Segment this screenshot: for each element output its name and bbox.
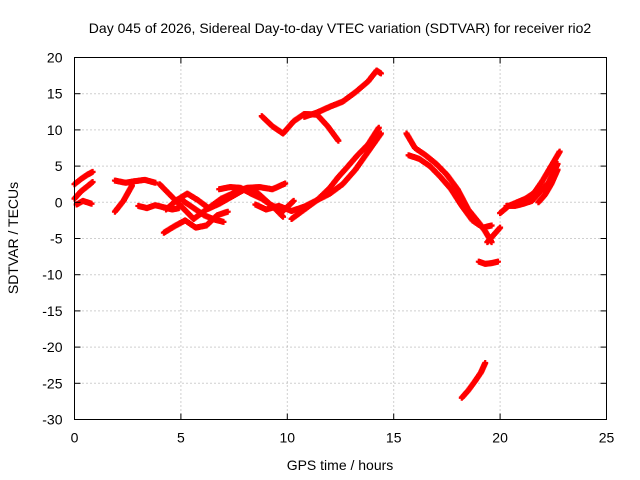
y-tick-label: 0 xyxy=(55,194,63,210)
x-axis-label: GPS time / hours xyxy=(287,457,394,473)
x-tick-label: 5 xyxy=(177,430,185,446)
grid-lines xyxy=(74,57,607,420)
y-tick-label: -25 xyxy=(42,375,62,391)
data-point-marker xyxy=(554,160,561,167)
data-point-marker xyxy=(488,222,495,229)
data-series-s4 xyxy=(111,176,159,186)
data-series-s13 xyxy=(288,124,382,222)
y-tick-label: 5 xyxy=(55,158,63,174)
data-series-s12 xyxy=(252,130,384,214)
y-tick-label: -10 xyxy=(42,267,62,283)
data-point-marker xyxy=(89,168,96,175)
data-series-s23 xyxy=(535,166,561,206)
y-tick-label: -20 xyxy=(42,339,62,355)
data-point-marker xyxy=(88,200,95,207)
data-series-s1 xyxy=(71,168,96,188)
y-tick-label: 10 xyxy=(47,122,63,138)
data-point-marker xyxy=(494,258,501,265)
data-point-marker xyxy=(377,130,384,137)
data-point-marker xyxy=(224,208,231,215)
data-series-s20 xyxy=(458,360,489,401)
axis-ticks xyxy=(74,57,607,420)
x-tick-label: 25 xyxy=(599,430,615,446)
data-series-s19 xyxy=(484,224,504,246)
y-tick-label: 20 xyxy=(47,50,63,66)
data-point-marker xyxy=(282,180,289,187)
data-point-marker xyxy=(497,224,504,231)
data-point-marker xyxy=(482,360,489,367)
chart-title: Day 045 of 2026, Sidereal Day-to-day VTE… xyxy=(89,20,592,36)
data-point-marker xyxy=(220,218,227,225)
data-point-marker xyxy=(556,148,563,155)
data-point-marker xyxy=(280,213,287,220)
data-point-marker xyxy=(335,137,342,144)
data-point-marker xyxy=(554,166,561,173)
x-tick-label: 10 xyxy=(280,430,296,446)
data-series-s10 xyxy=(180,197,227,225)
data-series-s18 xyxy=(475,258,501,267)
y-tick-label: -15 xyxy=(42,303,62,319)
data-point-marker xyxy=(128,182,135,189)
y-tick-label: -5 xyxy=(50,231,63,247)
data-series-s5 xyxy=(111,182,135,215)
data-point-marker xyxy=(89,179,96,186)
y-tick-label: -30 xyxy=(42,412,62,428)
data-points xyxy=(71,67,563,401)
tick-labels: 0 5 10 15 20 25 -30 -25 -20 -15 -10 -5 0 5 10 15 20 xyxy=(42,50,614,446)
data-series-s2 xyxy=(71,179,96,202)
data-point-marker xyxy=(377,70,384,77)
y-tick-label: 15 xyxy=(47,86,63,102)
data-series-s15 xyxy=(301,67,384,120)
x-tick-label: 15 xyxy=(386,430,402,446)
data-point-marker xyxy=(290,197,297,204)
x-tick-label: 0 xyxy=(71,430,79,446)
data-series-s17 xyxy=(405,152,495,231)
x-tick-label: 20 xyxy=(492,430,508,446)
y-axis-label: SDTVAR / TECUs xyxy=(5,182,21,294)
data-point-marker xyxy=(152,179,159,186)
data-point-marker xyxy=(375,124,382,131)
